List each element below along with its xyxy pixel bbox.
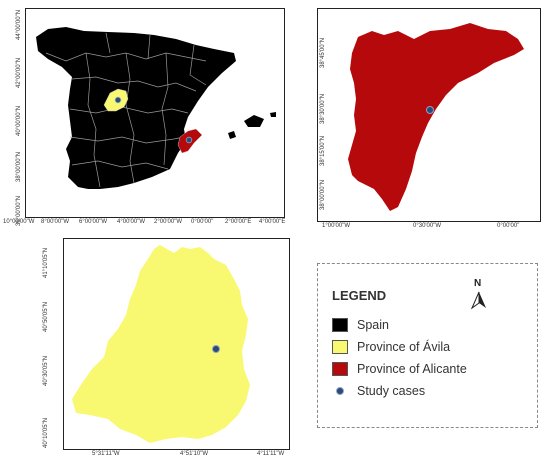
legend-title: LEGEND [332, 288, 387, 303]
avila-map-panel: 41°10'05"N 40°50'05"N 40°30'05"N 40°10'0… [43, 238, 290, 450]
spain-lon-label: 6°00'00"W [79, 219, 108, 225]
spain-lat-label: 44°00'00"N [16, 9, 22, 40]
alicante-lon-label: 1°00'00"W [322, 223, 351, 229]
avila-lon-label: 4°11'11"W [257, 451, 285, 457]
spain-lon-label: 2°00'00"E [225, 219, 252, 225]
alicante-lon-label: 0°30'00"W [413, 223, 442, 229]
spain-lon-label: 4°00'00"W [117, 219, 146, 225]
study-case-marker-icon [212, 345, 220, 353]
balearic-islands [228, 112, 276, 139]
spain-mainland [36, 27, 236, 189]
study-case-marker-icon [336, 387, 344, 395]
alicante-lat-label: 38°30'00"N [320, 93, 326, 124]
alicante-lon-label: 0°00'00" [497, 223, 520, 229]
study-case-marker-icon [185, 136, 193, 144]
avila-lat-label: 40°50'05"N [43, 301, 49, 332]
legend-label: Spain [357, 318, 389, 332]
spain-lon-label: 10°00'00"W [3, 219, 35, 225]
study-case-marker-icon [426, 106, 434, 114]
spain-lon-label: 2°00'00"W [154, 219, 183, 225]
legend-label: Province of Ávila [357, 340, 451, 354]
north-arrow-icon [470, 291, 486, 310]
avila-province-shape [72, 245, 250, 443]
alicante-province-shape [348, 23, 524, 211]
avila-map [72, 245, 250, 443]
legend-swatch-spain [332, 318, 348, 332]
avila-lon-label: 4°51'10"W [180, 451, 209, 457]
spain-lon-label: 4°00'00"E [259, 219, 286, 225]
avila-lat-label: 40°30'05"N [43, 355, 49, 386]
legend-swatch-alicante [332, 362, 348, 376]
avila-lon-label: 5°31'11"W [92, 451, 120, 457]
legend-item-study-cases: Study cases [332, 384, 425, 398]
province-borders [45, 32, 207, 188]
legend-label: Province of Alicante [357, 362, 467, 376]
avila-lat-label: 41°10'05"N [43, 247, 49, 278]
alicante-map-panel: 38°45'00"N 38°30'00"N 38°15'00"N 38°00'0… [317, 8, 541, 222]
legend-item-spain: Spain [332, 318, 389, 332]
avila-lat-label: 40°10'05"N [43, 417, 49, 448]
alicante-lat-label: 38°00'00"N [320, 179, 326, 210]
spain-map-panel: 44°00'00"N 42°00'00"N 40°00'00"N 38°00'0… [16, 8, 285, 226]
legend-swatch-avila [332, 340, 348, 354]
spain-map [36, 27, 276, 189]
spain-lon-label: 8°00'00"W [41, 219, 70, 225]
legend-label: Study cases [357, 384, 426, 398]
alicante-lat-label: 38°15'00"N [320, 135, 326, 166]
north-letter: N [474, 278, 482, 289]
legend-box: LEGEND N Spain Province of Ávila Provinc… [317, 263, 538, 428]
spain-lat-label: 38°00'00"N [16, 151, 22, 182]
alicante-map [348, 23, 524, 211]
legend-item-avila: Province of Ávila [332, 340, 450, 354]
spain-lon-label: 0°00'00" [191, 219, 214, 225]
alicante-lat-label: 38°45'00"N [320, 37, 326, 68]
legend-item-alicante: Province of Alicante [332, 362, 467, 376]
study-case-marker-icon [114, 96, 122, 104]
spain-lat-label: 42°00'00"N [16, 57, 22, 88]
spain-lat-label: 40°00'00"N [16, 105, 22, 136]
